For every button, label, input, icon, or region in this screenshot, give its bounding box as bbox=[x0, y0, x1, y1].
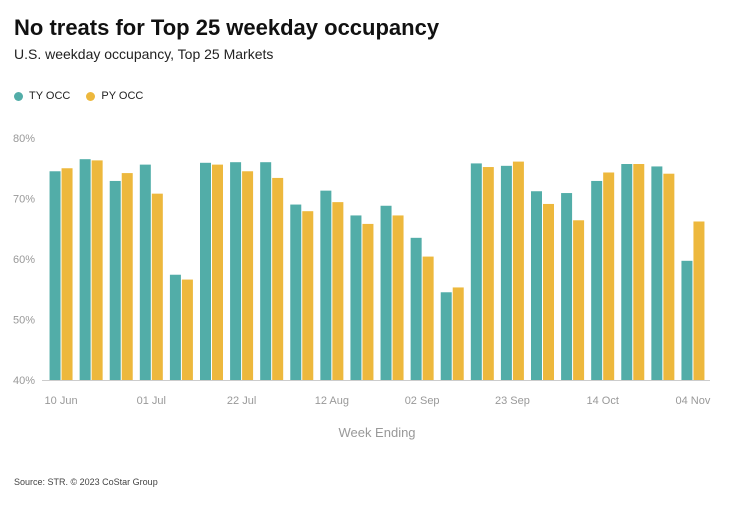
bar-ty-occ bbox=[200, 162, 211, 380]
legend-label-py: PY OCC bbox=[101, 90, 144, 102]
legend-item-py: PY OCC bbox=[86, 90, 143, 102]
bar-py-occ bbox=[663, 173, 675, 380]
bar-ty-occ bbox=[440, 292, 452, 380]
source-note: Source: STR. © 2023 CoStar Group bbox=[14, 477, 158, 487]
bar-ty-occ bbox=[79, 159, 91, 380]
bar-ty-occ bbox=[109, 180, 121, 380]
y-tick-label: 80% bbox=[13, 133, 35, 145]
chart-title: No treats for Top 25 weekday occupancy bbox=[14, 15, 440, 40]
bar-ty-occ bbox=[500, 165, 512, 380]
bar-ty-occ bbox=[531, 191, 542, 380]
bar-ty-occ bbox=[651, 166, 663, 380]
bar-ty-occ bbox=[470, 163, 482, 380]
bar-ty-occ bbox=[681, 260, 693, 380]
y-tick-label: 70% bbox=[13, 194, 35, 206]
bar-ty-occ bbox=[290, 204, 302, 380]
legend-swatch-py bbox=[86, 91, 96, 101]
bar-ty-occ bbox=[169, 274, 181, 380]
bar-py-occ bbox=[332, 202, 344, 380]
x-axis: 10 Jun 01 Jul 22 Jul 12 Aug 02 Sep 23 Sep 14 O… bbox=[45, 395, 711, 407]
bar-ty-occ bbox=[561, 193, 573, 380]
y-tick-label: 60% bbox=[13, 254, 35, 266]
bar-py-occ bbox=[603, 172, 615, 380]
bar-ty-occ bbox=[621, 164, 633, 380]
bar-py-occ bbox=[181, 279, 193, 380]
bar-py-occ bbox=[91, 160, 103, 380]
bar-ty-occ bbox=[230, 162, 242, 380]
bar-ty-occ bbox=[410, 237, 422, 380]
bar-py-occ bbox=[543, 203, 554, 380]
bar-py-occ bbox=[242, 171, 254, 380]
y-tick-label: 50% bbox=[13, 315, 35, 327]
chart-subtitle: U.S. weekday occupancy, Top 25 Markets bbox=[14, 46, 274, 62]
bar-py-occ bbox=[151, 193, 163, 380]
bar-py-occ bbox=[302, 211, 314, 380]
x-tick-label: 02 Sep bbox=[405, 395, 440, 407]
legend-swatch-ty bbox=[14, 91, 23, 101]
x-tick-label: 10 Jun bbox=[45, 395, 78, 407]
bar-py-occ bbox=[452, 287, 464, 380]
legend-item-ty: TY OCC bbox=[14, 90, 70, 102]
bar-py-occ bbox=[212, 164, 223, 380]
bar-py-occ bbox=[392, 215, 404, 380]
x-tick-label: 04 Nov bbox=[676, 395, 711, 407]
x-tick-label: 22 Jul bbox=[227, 395, 256, 407]
legend: TY OCC PY OCC bbox=[14, 90, 143, 102]
x-axis-title: Week Ending bbox=[338, 425, 415, 440]
bar-py-occ bbox=[573, 220, 585, 380]
bar-ty-occ bbox=[380, 205, 392, 380]
bar-py-occ bbox=[693, 221, 705, 380]
bar-py-occ bbox=[272, 177, 284, 380]
x-tick-label: 23 Sep bbox=[495, 395, 530, 407]
bar-ty-occ bbox=[350, 215, 362, 380]
bar-ty-occ bbox=[49, 171, 61, 380]
bar-py-occ bbox=[121, 173, 133, 380]
bar-py-occ bbox=[61, 168, 73, 380]
x-tick-label: 12 Aug bbox=[315, 395, 349, 407]
bar-ty-occ bbox=[260, 162, 272, 380]
bars bbox=[49, 159, 705, 380]
bar-py-occ bbox=[512, 161, 524, 380]
y-tick-label: 40% bbox=[13, 375, 35, 387]
bar-py-occ bbox=[362, 223, 374, 380]
x-tick-label: 14 Oct bbox=[586, 395, 618, 407]
bar-ty-occ bbox=[320, 190, 332, 380]
bar-ty-occ bbox=[591, 180, 603, 380]
x-tick-label: 01 Jul bbox=[137, 395, 166, 407]
bar-py-occ bbox=[633, 164, 645, 380]
legend-label-ty: TY OCC bbox=[29, 90, 71, 102]
bar-ty-occ bbox=[139, 164, 151, 380]
y-axis: 40% 50% 60% 70% 80% bbox=[13, 133, 35, 387]
bar-py-occ bbox=[482, 167, 494, 380]
bar-py-occ bbox=[422, 256, 434, 380]
